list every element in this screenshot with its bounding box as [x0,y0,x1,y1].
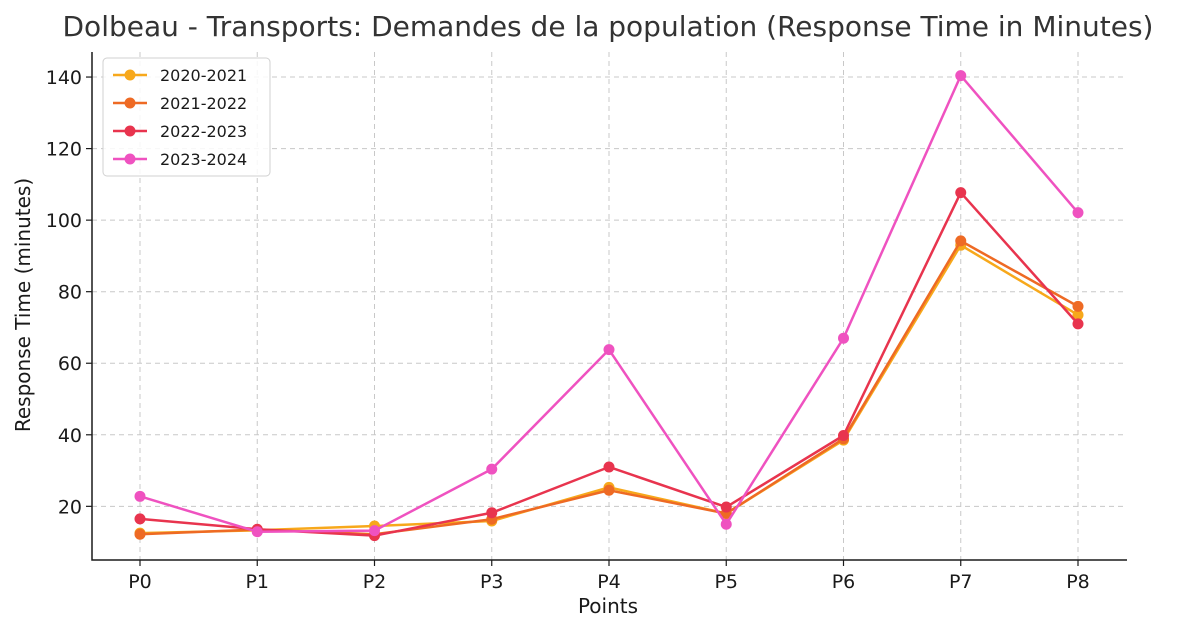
series-lines [134,70,1084,542]
x-tick-label: P7 [949,571,973,593]
legend: 2020-2021 2021-2022 2022-2023 2023-2024 [102,57,271,177]
data-point [1072,300,1084,312]
data-point [1072,207,1084,219]
data-point [838,332,849,344]
y-tick-label: 20 [58,496,82,518]
y-tick-label: 120 [46,139,82,161]
data-point [720,501,732,513]
axes [86,52,1127,566]
y-tick-label: 60 [58,353,82,375]
x-tick-label: P2 [363,571,387,593]
data-point [838,430,849,442]
y-tick-label: 40 [58,425,82,447]
axis-spines [91,52,1127,561]
data-point [955,70,967,82]
data-point [486,507,498,519]
data-point [1072,309,1084,321]
y-axis-label: Response Time (minutes) [11,178,35,432]
chart-title: Dolbeau - Transports: Demandes de la pop… [63,10,1154,43]
x-tick-label: P0 [128,571,152,593]
data-point [603,344,615,356]
tick-labels: P0 P1 P2 P3 P4 P5 P6 P7 P8 20 40 60 80 100 120 140 [46,67,1090,593]
data-point [955,187,967,199]
data-point [134,490,146,502]
data-point [603,461,615,473]
y-tick-label: 80 [58,282,82,304]
legend-label: 2023-2024 [160,150,247,169]
x-tick-label: P6 [832,571,856,593]
data-point [955,235,967,247]
legend-marker [124,153,136,165]
x-tick-label: P4 [597,571,621,593]
data-point [486,463,498,475]
data-point [603,484,615,496]
data-point [251,526,263,538]
legend-item: 2021-2022 [113,94,247,113]
x-axis-label: Points [578,594,638,618]
legend-marker [124,125,136,137]
legend-item: 2022-2023 [113,122,247,141]
data-point [134,513,146,525]
legend-box [102,57,271,177]
data-point [134,528,146,540]
legend-label: 2020-2021 [160,66,247,85]
x-tick-label: P3 [480,571,504,593]
series-2023-2024 [134,70,1084,538]
legend-item: 2023-2024 [113,150,247,169]
legend-marker [124,97,136,109]
data-point [1072,318,1084,330]
data-point [369,525,380,537]
x-tick-label: P5 [714,571,738,593]
x-tick-label: P1 [245,571,269,593]
legend-label: 2022-2023 [160,122,247,141]
legend-item: 2020-2021 [113,66,247,85]
y-tick-label: 140 [46,67,82,89]
legend-marker [124,69,136,81]
legend-label: 2021-2022 [160,94,247,113]
y-tick-label: 100 [46,210,82,232]
data-point [720,518,732,530]
x-tick-label: P8 [1066,571,1090,593]
